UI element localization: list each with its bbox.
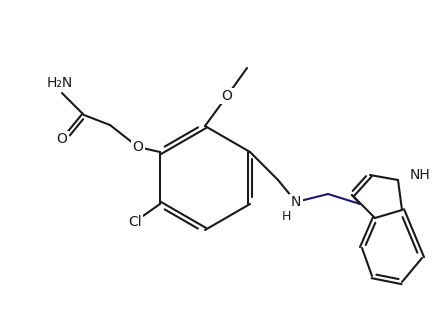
Text: O: O xyxy=(133,140,143,154)
Text: H₂N: H₂N xyxy=(47,76,73,90)
Text: O: O xyxy=(57,132,67,146)
Text: Cl: Cl xyxy=(128,215,142,229)
Text: O: O xyxy=(222,89,232,103)
Text: H: H xyxy=(281,210,291,222)
Text: NH: NH xyxy=(410,168,431,182)
Text: N: N xyxy=(291,195,301,209)
